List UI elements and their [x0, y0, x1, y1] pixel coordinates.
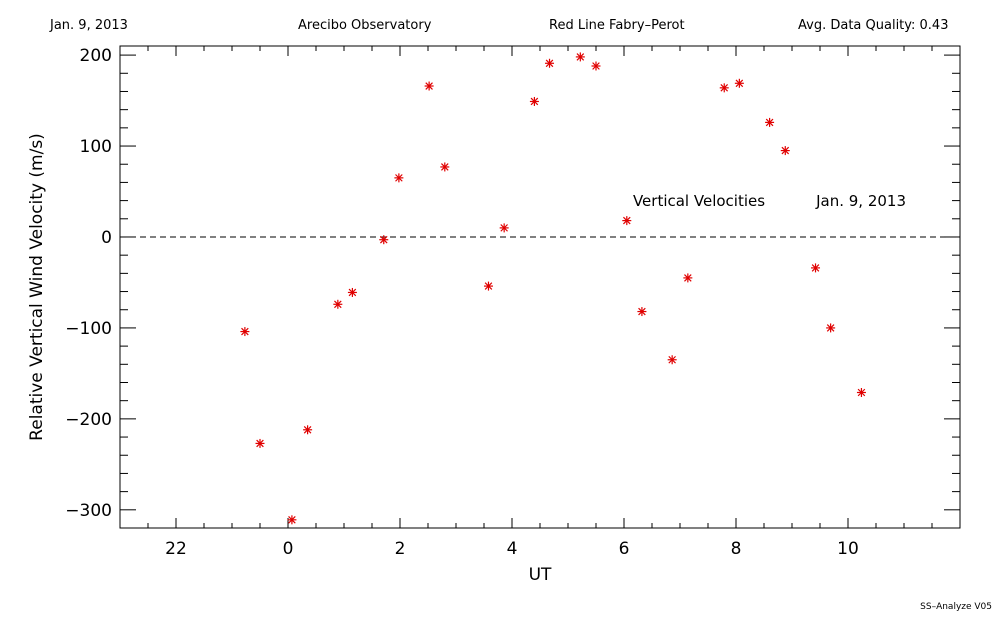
data-point	[394, 173, 404, 183]
data-point	[440, 162, 450, 172]
data-point	[529, 96, 539, 106]
data-point	[683, 273, 693, 283]
x-tick-label: 2	[395, 539, 406, 559]
data-point	[545, 58, 555, 68]
data-point	[575, 52, 585, 62]
data-point	[667, 355, 677, 365]
x-tick-label: 0	[283, 539, 294, 559]
data-point	[483, 281, 493, 291]
data-point	[734, 78, 744, 88]
x-tick-label: 8	[731, 539, 742, 559]
data-point	[780, 146, 790, 156]
y-tick-label: −100	[65, 319, 112, 339]
y-tick-label: −300	[65, 501, 112, 521]
x-tick-label: 22	[165, 539, 187, 559]
data-point	[287, 515, 297, 525]
data-point	[826, 323, 836, 333]
chart-annotation: Vertical Velocities	[633, 192, 765, 210]
data-point	[591, 61, 601, 71]
header-date: Jan. 9, 2013	[50, 18, 128, 33]
data-point	[499, 223, 509, 233]
y-tick-label: 0	[101, 228, 112, 248]
x-tick-labels: 22 0 2 4 6 8 10	[165, 539, 859, 559]
data-point	[424, 81, 434, 91]
x-tick-label: 4	[507, 539, 518, 559]
y-axis-label: Relative Vertical Wind Velocity (m/s)	[27, 133, 47, 441]
y-tick-labels: −300 −200 −100 0 100 200	[65, 46, 112, 521]
data-point	[637, 307, 647, 317]
y-tick-label: 200	[80, 46, 112, 66]
data-point	[303, 425, 313, 435]
data-point	[719, 83, 729, 93]
y-tick-label: −200	[65, 410, 112, 430]
chart-annotation: Jan. 9, 2013	[815, 192, 906, 210]
data-point	[255, 438, 265, 448]
y-tick-label: 100	[80, 137, 112, 157]
axis-ticks	[119, 46, 961, 529]
data-point	[333, 299, 343, 309]
software-version: SS–Analyze V05	[920, 602, 992, 612]
data-points	[240, 52, 866, 525]
data-point	[811, 263, 821, 273]
x-tick-label: 6	[619, 539, 630, 559]
data-point	[347, 287, 357, 297]
header-observatory: Arecibo Observatory	[298, 18, 432, 33]
x-tick-label: 10	[837, 539, 859, 559]
data-point	[240, 327, 250, 337]
data-point	[379, 235, 389, 245]
x-axis-label: UT	[529, 565, 552, 585]
header-data-quality: Avg. Data Quality: 0.43	[798, 18, 949, 33]
data-point	[622, 216, 632, 226]
plot-frame	[119, 45, 961, 529]
header-instrument: Red Line Fabry–Perot	[549, 18, 685, 33]
data-point	[765, 117, 775, 127]
annotations: Vertical Velocities Jan. 9, 2013	[633, 192, 906, 210]
data-point	[856, 387, 866, 397]
